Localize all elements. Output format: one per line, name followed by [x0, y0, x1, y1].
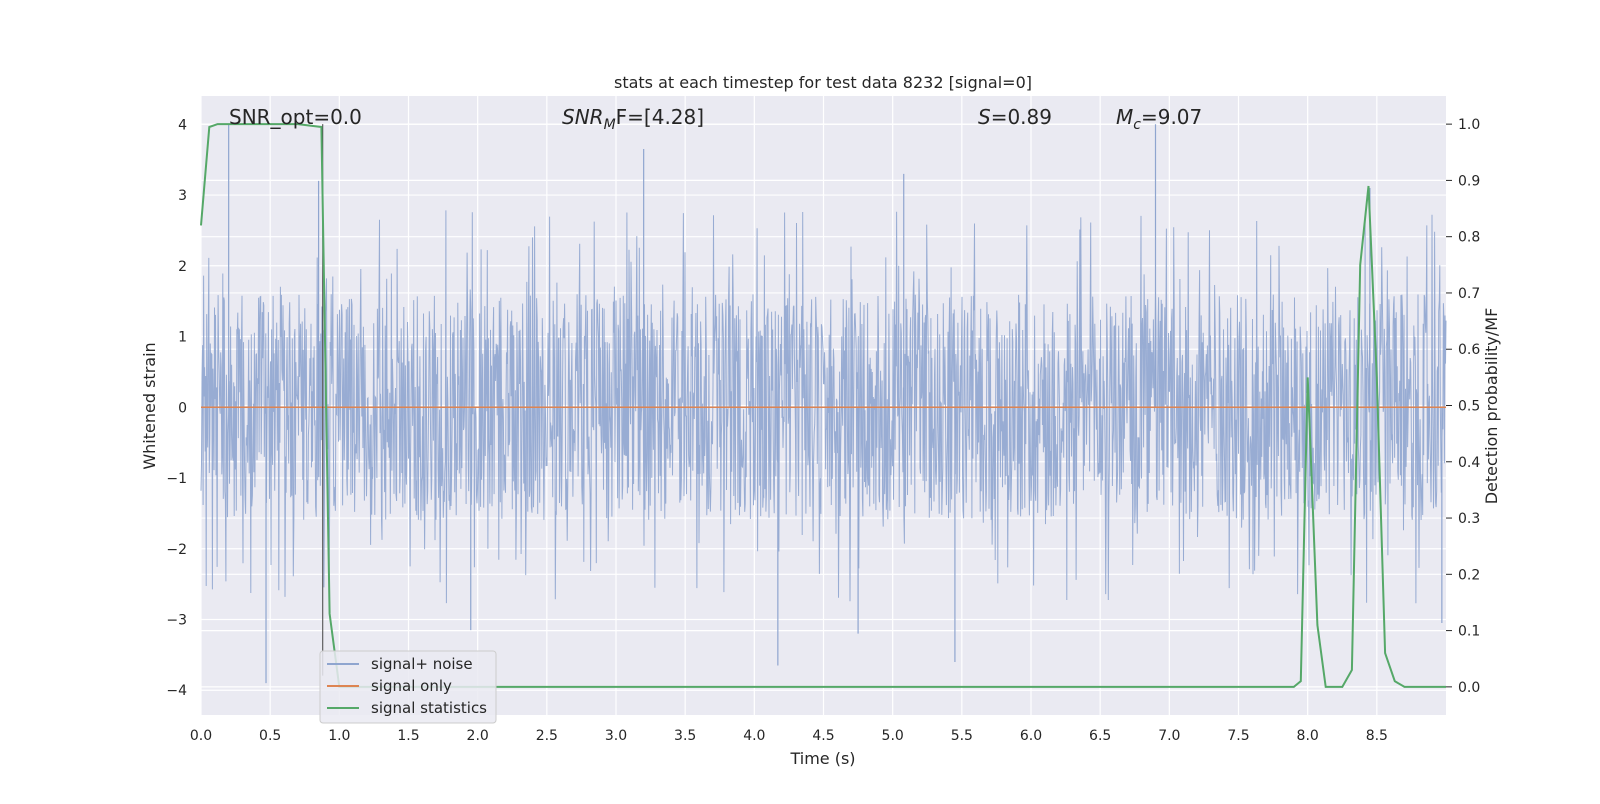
annotation-mc-value: =9.07 [1141, 105, 1202, 129]
x-tick-label-0: 0.0 [190, 728, 212, 744]
y-left-tick-label-5: 1 [178, 330, 187, 346]
x-tick-label-14: 7.0 [1158, 728, 1180, 744]
x-tick-label-11: 5.5 [951, 728, 973, 744]
x-tick-label-15: 7.5 [1227, 728, 1249, 744]
y-left-tick-label-2: −2 [166, 542, 187, 558]
x-tick-label-3: 1.5 [397, 728, 419, 744]
y-axis-right-label: Detection probability/MF [1482, 308, 1501, 505]
x-tick-label-1: 0.5 [259, 728, 281, 744]
y-left-tick-label-7: 3 [178, 188, 187, 204]
legend-label-signal-statistics: signal statistics [371, 699, 487, 717]
y-right-tick-label-1: 0.1 [1458, 624, 1480, 640]
y-left-tick-label-6: 2 [178, 259, 187, 275]
annotation-snr-mf: SNRMF=[4.28] [562, 105, 704, 133]
y-right-tick-label-6: 0.6 [1458, 342, 1480, 358]
x-axis-ticks: 0.0 0.5 1.0 1.5 2.0 2.5 3.0 3.5 4.0 4.5 5.0 5.5 6.0 6… [190, 728, 1388, 744]
y-right-tick-label-7: 0.7 [1458, 286, 1480, 302]
y-axis-right-ticks: 0.0 0.1 0.2 0.3 0.4 0.5 0.6 0.7 0.8 0.9 1.0 [1446, 117, 1480, 696]
y-right-tick-label-10: 1.0 [1458, 117, 1480, 133]
x-tick-label-4: 2.0 [467, 728, 489, 744]
annotation-mc-symbol: M [1116, 105, 1133, 129]
y-left-tick-label-0: −4 [166, 683, 187, 699]
annotation-s-value: =0.89 [991, 105, 1052, 129]
signal-noise-series [200, 124, 1447, 684]
x-axis-label: Time (s) [789, 749, 855, 768]
y-left-tick-label-4: 0 [178, 400, 187, 416]
annotation-snr-mf-symbol: SNR [562, 105, 604, 129]
y-axis-left-ticks: −4 −3 −2 −1 0 1 2 3 4 [166, 117, 187, 699]
chart-title: stats at each timestep for test data 823… [614, 73, 1032, 92]
x-tick-label-12: 6.0 [1020, 728, 1042, 744]
annotation-snr-mf-subscript: M [604, 117, 616, 133]
annotation-s-symbol: S [978, 105, 991, 129]
x-tick-label-16: 8.0 [1297, 728, 1319, 744]
x-tick-label-9: 4.5 [812, 728, 834, 744]
y-right-tick-label-3: 0.3 [1458, 511, 1480, 527]
x-tick-label-5: 2.5 [536, 728, 558, 744]
y-axis-left-label: Whitened strain [140, 342, 159, 469]
x-tick-label-13: 6.5 [1089, 728, 1111, 744]
y-right-tick-label-4: 0.4 [1458, 455, 1480, 471]
y-left-tick-label-8: 4 [178, 117, 187, 133]
x-tick-label-2: 1.0 [328, 728, 350, 744]
grid-lines [200, 96, 1446, 715]
x-tick-label-17: 8.5 [1366, 728, 1388, 744]
x-tick-label-8: 4.0 [743, 728, 765, 744]
annotation-mc: Mc=9.07 [1116, 105, 1202, 133]
signal-statistics-line [200, 123, 1446, 688]
legend: signal+ noise signal only signal statist… [319, 650, 497, 724]
signal-statistics-series [200, 123, 1446, 688]
y-left-tick-label-1: −3 [166, 612, 187, 628]
y-left-tick-label-3: −1 [166, 471, 187, 487]
x-tick-label-6: 3.0 [605, 728, 627, 744]
legend-box [319, 650, 497, 724]
x-tick-label-7: 3.5 [674, 728, 696, 744]
y-right-tick-label-8: 0.8 [1458, 230, 1480, 246]
y-right-tick-label-2: 0.2 [1458, 567, 1480, 583]
y-right-tick-label-9: 0.9 [1458, 173, 1480, 189]
x-tick-label-10: 5.0 [882, 728, 904, 744]
annotation-snr-opt: SNR_opt=0.0 [229, 105, 362, 129]
annotation-s: S=0.89 [978, 105, 1052, 129]
legend-label-signal-noise: signal+ noise [371, 655, 473, 673]
y-right-tick-label-0: 0.0 [1458, 680, 1480, 696]
legend-label-signal-only: signal only [371, 677, 452, 695]
signal-noise-line [200, 210, 1447, 604]
annotation-snr-mf-value: F=[4.28] [616, 105, 704, 129]
annotation-mc-subscript: c [1133, 117, 1141, 133]
y-right-tick-label-5: 0.5 [1458, 399, 1480, 415]
